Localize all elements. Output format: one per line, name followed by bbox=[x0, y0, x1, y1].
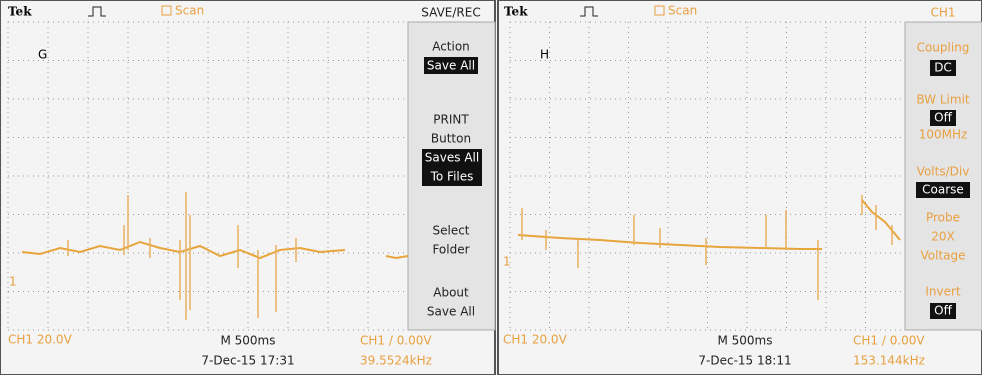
menu-item: Saves All bbox=[425, 151, 479, 165]
timebase: M 500ms bbox=[220, 334, 275, 348]
menu-item: Off bbox=[934, 304, 952, 318]
menu-item: Probe bbox=[926, 211, 960, 225]
menu-item: PRINT bbox=[433, 113, 469, 127]
brand: Tek bbox=[504, 5, 528, 19]
menu-item: Coupling bbox=[917, 41, 970, 55]
ch-scale: CH1 20.0V bbox=[8, 333, 73, 347]
menu-item: Invert bbox=[925, 285, 961, 299]
scope-screenshots: Tek Scan SAVE/REC G 1 Action Save All PR… bbox=[0, 0, 982, 375]
menu-item: Save All bbox=[427, 305, 475, 319]
menu-item: Select bbox=[432, 224, 469, 238]
menu-title: CH1 bbox=[930, 6, 955, 20]
ch-scale: CH1 20.0V bbox=[503, 333, 568, 347]
menu-item: To Files bbox=[430, 170, 474, 184]
frequency: 153.144kHz bbox=[853, 354, 925, 368]
trigger: CH1 / 0.00V bbox=[360, 334, 432, 348]
menu-item: Action bbox=[432, 40, 470, 54]
frequency: 39.5524kHz bbox=[360, 354, 432, 368]
ch-marker: 1 bbox=[503, 255, 511, 269]
date: 7-Dec-15 18:11 bbox=[698, 354, 791, 368]
trigger: CH1 / 0.00V bbox=[853, 334, 925, 348]
ch-marker: 1 bbox=[9, 275, 17, 289]
panel-label: G bbox=[38, 48, 47, 62]
menu-item: Coarse bbox=[922, 183, 964, 197]
menu-item: Volts/Div bbox=[917, 165, 970, 179]
menu-item: Off bbox=[934, 111, 952, 125]
mode: Scan bbox=[175, 4, 204, 18]
menu-item: Button bbox=[431, 132, 471, 146]
date: 7-Dec-15 17:31 bbox=[201, 354, 294, 368]
timebase: M 500ms bbox=[717, 334, 772, 348]
menu-item: Folder bbox=[432, 243, 469, 257]
menu-item: DC bbox=[934, 61, 952, 75]
brand: Tek bbox=[8, 5, 32, 19]
panel-label: H bbox=[540, 48, 549, 62]
menu-item: BW Limit bbox=[916, 93, 970, 107]
menu-item: 100MHz bbox=[919, 128, 968, 142]
menu-title: SAVE/REC bbox=[421, 6, 480, 20]
menu-item: Save All bbox=[427, 59, 475, 73]
mode: Scan bbox=[668, 4, 697, 18]
menu-item: Voltage bbox=[920, 249, 965, 263]
menu-item: 20X bbox=[931, 230, 955, 244]
menu-item: About bbox=[433, 286, 469, 300]
